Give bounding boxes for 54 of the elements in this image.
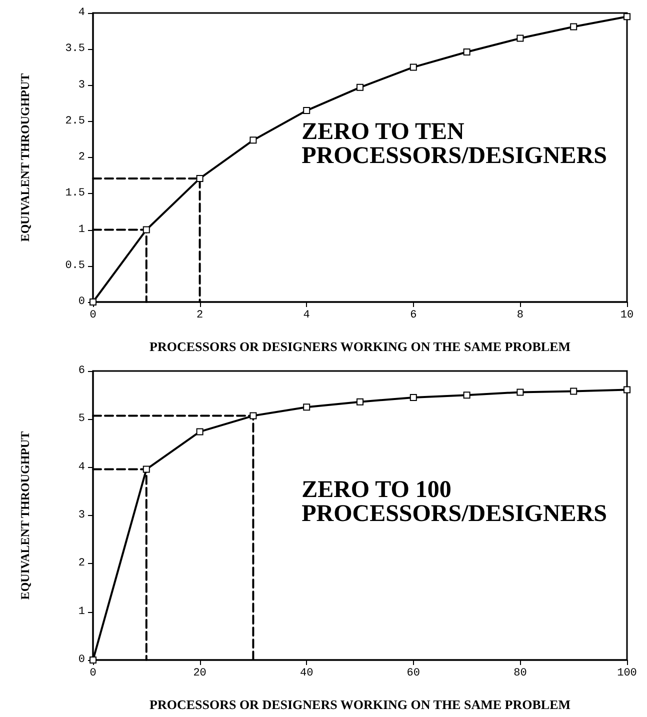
point [463, 392, 470, 399]
y-tick-label: 3 [78, 510, 85, 522]
x-tick-label: 0 [90, 310, 96, 322]
point [303, 107, 310, 114]
x-tick-label: 4 [303, 310, 310, 322]
y-axis-title: EQUIVALENT THROUGHPUT [18, 431, 32, 600]
y-tick-label: 2 [78, 152, 85, 164]
y-tick-label: 2 [78, 558, 85, 570]
point [570, 388, 578, 395]
point [142, 466, 150, 473]
x-tick-label: 10 [620, 310, 634, 322]
x-tick-label: 20 [193, 668, 206, 680]
y-tick-label: 1 [78, 224, 86, 236]
y-axis-title: EQUIVALENT THROUGHPUT [18, 73, 32, 242]
annotation: ZERO TO 100 PROCESSORS/DESIGNERS [302, 477, 608, 527]
y-tick-label: 6 [78, 365, 85, 377]
y-tick-label: 3 [78, 79, 85, 92]
point [463, 48, 470, 56]
y-tick-label: 3.5 [65, 43, 85, 56]
y-tick-label: 1 [78, 606, 86, 618]
point [570, 23, 578, 30]
x-tick-label: 60 [406, 668, 420, 680]
x-axis-title: PROCESSORS OR DESIGNERS WORKING ON THE SAME PROBLEM [149, 697, 571, 712]
x-tick-label: 100 [617, 668, 637, 680]
point [516, 34, 524, 42]
y-tick-label: 4 [78, 7, 86, 19]
point [250, 136, 257, 144]
y-tick-label: 2.5 [65, 115, 85, 128]
y-tick-label: 0 [78, 654, 85, 666]
annotation: ZERO TO TEN PROCESSORS/DESIGNERS [302, 119, 608, 169]
x-axis-title: PROCESSORS OR DESIGNERS WORKING ON THE SAME PROBLEM [149, 339, 571, 354]
point [624, 13, 630, 20]
point [624, 386, 630, 394]
x-tick-label: 0 [90, 668, 96, 680]
point [303, 404, 310, 411]
point [196, 174, 204, 182]
point [196, 428, 204, 436]
point [410, 394, 417, 401]
point [250, 412, 257, 420]
point [356, 84, 364, 91]
y-tick-label: 1.5 [65, 188, 85, 200]
point [356, 398, 364, 406]
x-tick-label: 6 [410, 310, 417, 322]
x-tick-label: 40 [300, 668, 314, 680]
y-tick-label: 0.5 [65, 260, 85, 272]
point [516, 388, 524, 396]
y-tick-label: 4 [78, 461, 86, 474]
x-tick-label: 80 [514, 668, 527, 680]
x-tick-label: 8 [516, 310, 524, 322]
y-tick-label: 5 [78, 413, 85, 426]
y-tick-label: 0 [78, 296, 85, 308]
point [410, 64, 417, 71]
point [142, 226, 150, 234]
x-tick-label: 2 [196, 310, 204, 322]
